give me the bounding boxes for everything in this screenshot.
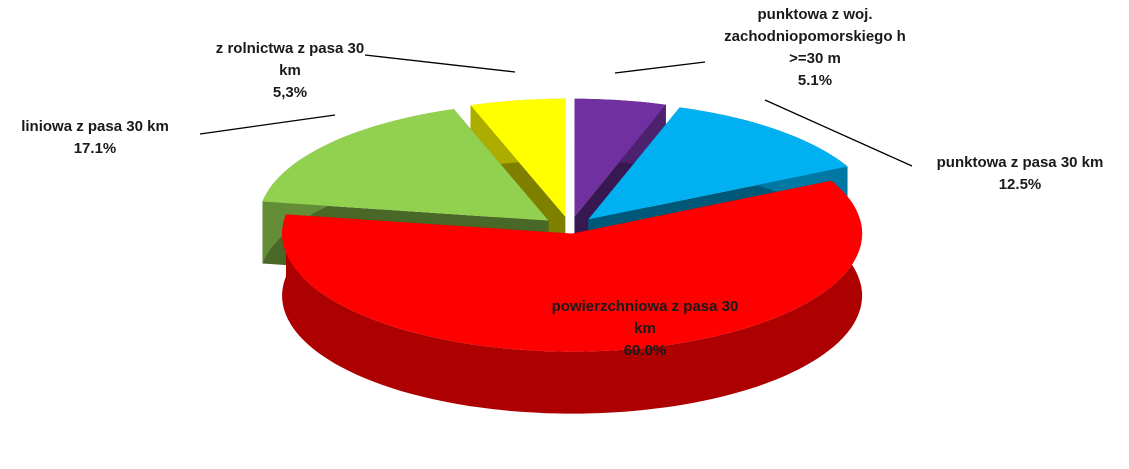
leader-line [364, 54, 516, 73]
data-label: punktowa z pasa 30 km 12.5% [890, 152, 1129, 196]
label-category: liniowa z pasa 30 km [21, 118, 169, 135]
slice [282, 180, 863, 352]
leader-line [764, 99, 913, 167]
label-category: z rolnictwa z pasa 30 km [215, 40, 365, 79]
leader-line [614, 61, 706, 74]
data-label: punktowa z woj. zachodniopomorskiego h >… [705, 4, 925, 92]
leader-line [199, 114, 336, 135]
slice [574, 98, 666, 217]
slice [588, 107, 848, 220]
data-label: liniowa z pasa 30 km 17.1% [0, 116, 205, 160]
label-value: 12.5% [998, 176, 1042, 193]
label-value: 5,3% [272, 84, 308, 101]
label-category: punktowa z pasa 30 km [936, 154, 1104, 171]
label-category: powierzchniowa z pasa 30 km [551, 298, 739, 337]
slice [470, 98, 566, 217]
slice [262, 109, 549, 221]
slice-wall [282, 180, 863, 414]
data-label: powierzchniowa z pasa 30 km 60.0% [545, 296, 745, 362]
label-value: 60.0% [623, 342, 667, 359]
data-label: z rolnictwa z pasa 30 km 5,3% [210, 38, 370, 104]
label-value: 5.1% [797, 72, 833, 89]
label-value: 17.1% [73, 140, 117, 157]
label-category: punktowa z woj. zachodniopomorskiego h >… [724, 6, 906, 67]
